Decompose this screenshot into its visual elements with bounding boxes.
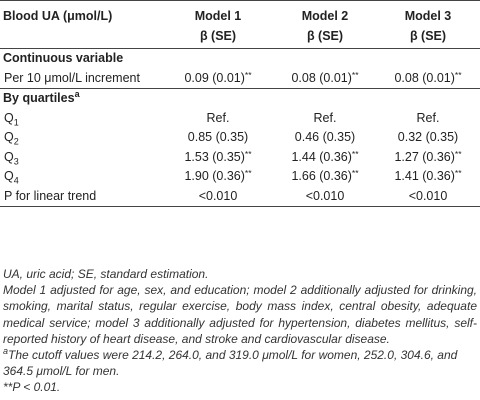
cell-q1-model-2: Ref. [313, 110, 337, 125]
footnote-abbreviations: UA, uric acid; SE, standard estimation. [3, 267, 209, 281]
cell-q4-model-2: 1.66 (0.36)** [291, 168, 359, 184]
cell-q2-model-1: 0.85 (0.35) [187, 130, 249, 145]
header-row-beta: β (SE) β (SE) β (SE) [0, 24, 480, 49]
table-row-q1: Q1 Ref. Ref. Ref. [0, 109, 480, 129]
header-model-1: Model 1 [194, 9, 242, 23]
cell-q2-model-2: 0.46 (0.35) [294, 130, 356, 145]
row-label-q4: Q4 [4, 169, 19, 186]
row-label-trend: P for linear trend [0, 186, 162, 207]
table-row-trend: P for linear trend <0.010 <0.010 <0.010 [0, 186, 480, 207]
subheader-beta-se-2: β (SE) [274, 24, 376, 49]
cell-trend-model-3: <0.010 [376, 186, 480, 207]
row-label-increment: Per 10 μmol/L increment [0, 68, 162, 89]
cell-increment-model-3: 0.08 (0.01)** [376, 68, 480, 89]
row-label-q2: Q2 [4, 130, 19, 147]
cell-trend-model-1: <0.010 [162, 186, 274, 207]
table-footnotes: UA, uric acid; SE, standard estimation. … [3, 266, 477, 396]
table-row-q2: Q2 0.85 (0.35) 0.46 (0.35) 0.32 (0.35) [0, 128, 480, 148]
cell-increment-model-2: 0.08 (0.01)** [274, 68, 376, 89]
cell-q4-model-3: 1.41 (0.36)** [394, 168, 462, 184]
table-row-increment: Per 10 μmol/L increment 0.09 (0.01)** 0.… [0, 68, 480, 89]
section-quartiles: By quartilesa [0, 89, 480, 109]
header-blood-ua: Blood UA (μmol/L) [3, 9, 113, 23]
subheader-beta-se-1: β (SE) [162, 24, 274, 49]
footnote-cutoff: aThe cutoff values were 214.2, 264.0, an… [3, 346, 458, 379]
section-quartiles-label: By quartilesa [3, 89, 80, 106]
cell-q4-model-1: 1.90 (0.36)** [184, 168, 252, 184]
cell-q3-model-2: 1.44 (0.36)** [291, 148, 359, 164]
header-row-models: Blood UA (μmol/L) Model 1 Model 2 Model … [0, 0, 480, 24]
header-empty-cell [0, 24, 162, 49]
section-continuous: Continuous variable [0, 49, 480, 69]
header-model-3: Model 3 [404, 9, 452, 23]
cell-q2-model-3: 0.32 (0.35) [397, 130, 459, 145]
header-model-2: Model 2 [301, 9, 349, 23]
cell-q3-model-1: 1.53 (0.35)** [184, 148, 252, 164]
regression-table: Blood UA (μmol/L) Model 1 Model 2 Model … [0, 0, 480, 207]
footnote-significance: **P < 0.01. [3, 380, 61, 395]
row-label-q1: Q1 [4, 110, 19, 128]
subheader-beta-se-3: β (SE) [376, 24, 480, 49]
cell-q1-model-1: Ref. [206, 110, 230, 125]
footnote-models: Model 1 adjusted for age, sex, and educa… [3, 283, 477, 346]
cell-trend-model-2: <0.010 [274, 186, 376, 207]
row-label-q3: Q3 [4, 149, 19, 167]
cell-q1-model-3: Ref. [416, 110, 440, 125]
cell-q3-model-3: 1.27 (0.36)** [394, 148, 462, 164]
table-row-q3: Q3 1.53 (0.35)** 1.44 (0.36)** 1.27 (0.3… [0, 148, 480, 168]
cell-increment-model-1: 0.09 (0.01)** [162, 68, 274, 89]
table-row-q4: Q4 1.90 (0.36)** 1.66 (0.36)** 1.41 (0.3… [0, 167, 480, 187]
table-top-rule [0, 0, 480, 1]
section-continuous-label: Continuous variable [3, 51, 124, 66]
